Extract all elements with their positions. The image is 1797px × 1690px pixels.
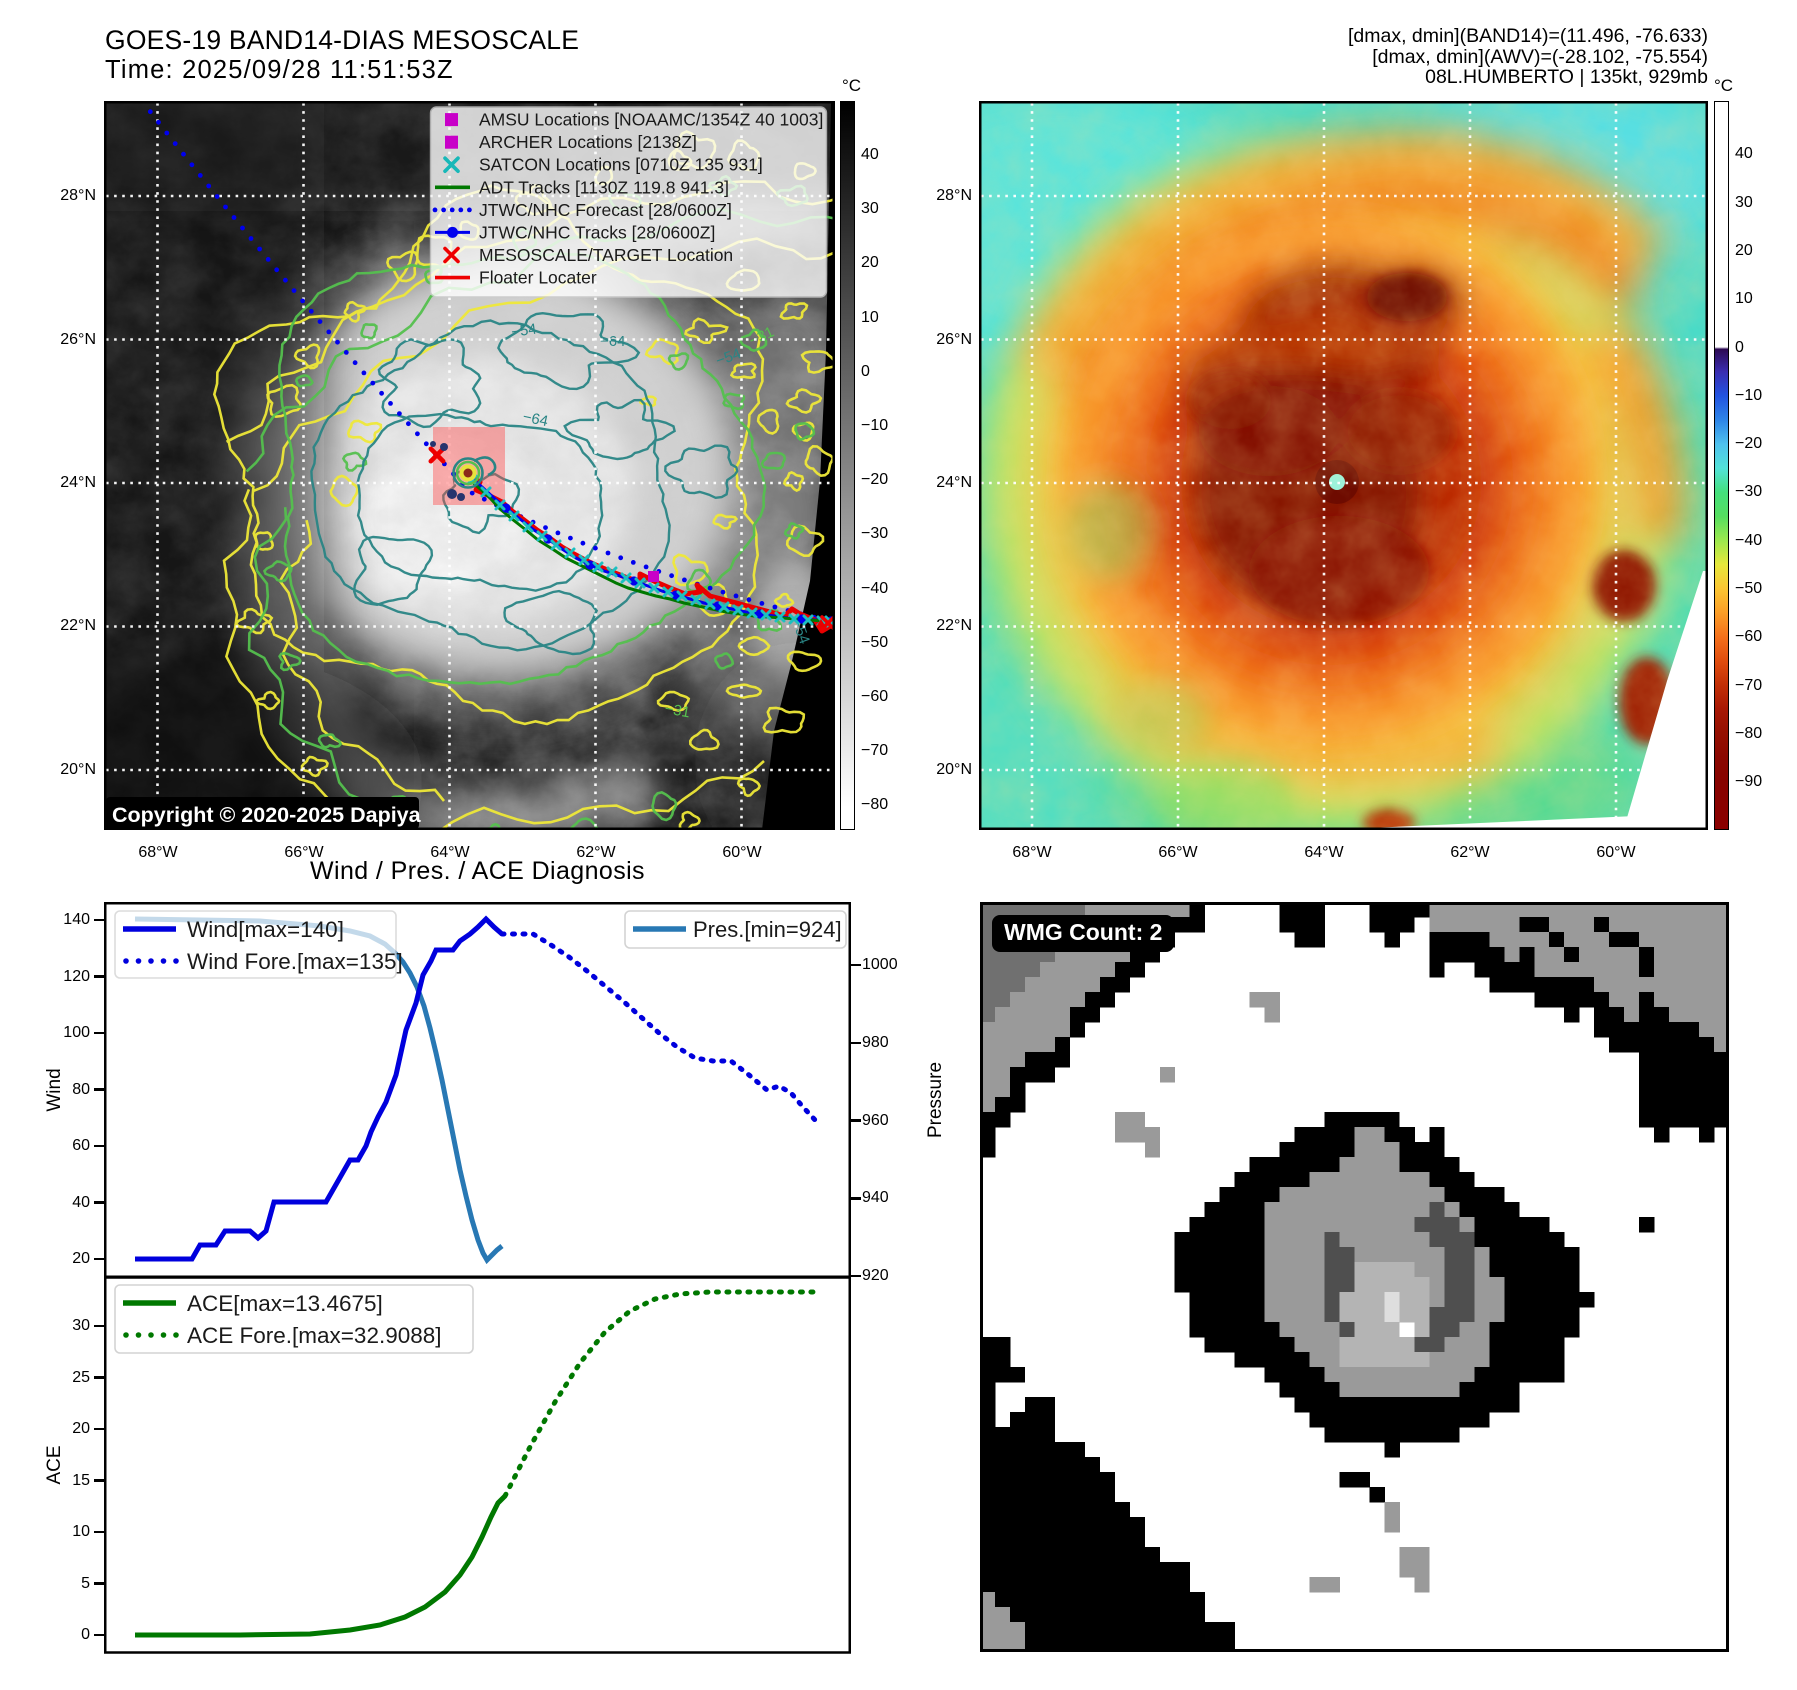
svg-text:Wind Fore.[max=135]: Wind Fore.[max=135] — [187, 949, 403, 974]
svg-text:JTWC/NHC Forecast [28/0600Z]: JTWC/NHC Forecast [28/0600Z] — [479, 200, 732, 220]
svg-text:Wind[max=140]: Wind[max=140] — [187, 917, 344, 942]
svg-text:−64: −64 — [600, 333, 625, 350]
svg-text:SATCON Locations [0710Z 135 93: SATCON Locations [0710Z 135 931] — [479, 155, 763, 175]
svg-text:ARCHER Locations [2138Z]: ARCHER Locations [2138Z] — [479, 132, 697, 152]
svg-text:MESOSCALE/TARGET Location: MESOSCALE/TARGET Location — [479, 245, 733, 265]
svg-text:AMSU Locations [NOAAMC/1354Z 4: AMSU Locations [NOAAMC/1354Z 40 1003] — [479, 110, 823, 130]
svg-text:−31: −31 — [663, 700, 691, 721]
svg-text:Floater Locater: Floater Locater — [479, 268, 597, 288]
svg-text:Copyright © 2020-2025 Dapiya: Copyright © 2020-2025 Dapiya — [112, 803, 422, 827]
svg-text:−54: −54 — [510, 321, 538, 341]
svg-text:ACE[max=13.4675]: ACE[max=13.4675] — [187, 1291, 383, 1316]
svg-text:−64: −64 — [521, 408, 549, 430]
svg-text:ACE Fore.[max=32.9088]: ACE Fore.[max=32.9088] — [187, 1323, 442, 1348]
svg-text:JTWC/NHC Tracks [28/0600Z]: JTWC/NHC Tracks [28/0600Z] — [479, 222, 715, 242]
svg-text:Pres.[min=924]: Pres.[min=924] — [693, 917, 842, 942]
svg-text:ADT Tracks [1130Z 119.8 941.3]: ADT Tracks [1130Z 119.8 941.3] — [479, 177, 729, 197]
